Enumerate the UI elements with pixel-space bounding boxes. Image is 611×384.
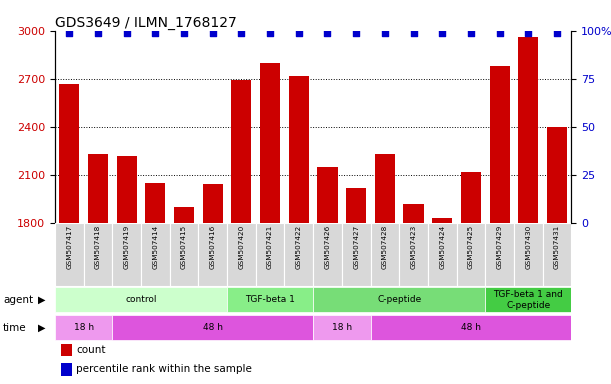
Text: control: control: [125, 295, 157, 305]
Bar: [199, 223, 227, 286]
Point: [409, 30, 419, 36]
Text: percentile rank within the sample: percentile rank within the sample: [76, 364, 252, 374]
Text: GSM507420: GSM507420: [238, 225, 244, 269]
Bar: [489, 66, 510, 223]
Bar: [256, 223, 285, 286]
Bar: [432, 218, 452, 223]
Point: [294, 30, 304, 36]
Bar: [59, 84, 79, 223]
Text: time: time: [3, 323, 27, 333]
Text: TGF-beta 1 and
C-peptide: TGF-beta 1 and C-peptide: [494, 290, 563, 310]
Text: count: count: [76, 345, 106, 355]
Text: GSM507426: GSM507426: [324, 225, 331, 269]
Text: GSM507415: GSM507415: [181, 225, 187, 269]
Bar: [88, 154, 108, 223]
Text: GSM507414: GSM507414: [152, 225, 158, 269]
Text: ▶: ▶: [38, 323, 45, 333]
Text: GSM507424: GSM507424: [439, 225, 445, 269]
Bar: [461, 172, 481, 223]
Text: GDS3649 / ILMN_1768127: GDS3649 / ILMN_1768127: [55, 16, 236, 30]
Point: [208, 30, 218, 36]
Point: [265, 30, 275, 36]
Text: GSM507428: GSM507428: [382, 225, 388, 269]
Text: agent: agent: [3, 295, 33, 305]
Bar: [141, 223, 170, 286]
Text: GSM507417: GSM507417: [67, 225, 72, 269]
Text: 18 h: 18 h: [332, 323, 352, 332]
Point: [122, 30, 131, 36]
Bar: [117, 156, 137, 223]
Point: [236, 30, 246, 36]
Bar: [485, 223, 514, 286]
Text: ▶: ▶: [38, 295, 45, 305]
Bar: [456, 223, 485, 286]
Point: [380, 30, 390, 36]
Bar: [313, 287, 485, 313]
Bar: [428, 223, 456, 286]
Point: [93, 30, 103, 36]
Text: C-peptide: C-peptide: [377, 295, 422, 305]
Text: GSM507423: GSM507423: [411, 225, 417, 269]
Point: [150, 30, 160, 36]
Bar: [174, 207, 194, 223]
Bar: [547, 127, 567, 223]
Bar: [399, 223, 428, 286]
Bar: [170, 223, 199, 286]
Bar: [375, 154, 395, 223]
Bar: [232, 80, 252, 223]
Bar: [514, 223, 543, 286]
Bar: [55, 315, 112, 340]
Text: GSM507431: GSM507431: [554, 225, 560, 269]
Text: GSM507429: GSM507429: [497, 225, 503, 269]
Bar: [260, 63, 280, 223]
Point: [437, 30, 447, 36]
Bar: [84, 223, 112, 286]
Point: [524, 30, 533, 36]
Point: [495, 30, 505, 36]
Text: GSM507419: GSM507419: [123, 225, 130, 269]
Bar: [145, 183, 166, 223]
Point: [351, 30, 361, 36]
Bar: [370, 315, 571, 340]
Bar: [289, 76, 309, 223]
Text: 18 h: 18 h: [73, 323, 93, 332]
Bar: [485, 287, 571, 313]
Text: GSM507422: GSM507422: [296, 225, 302, 269]
Text: GSM507430: GSM507430: [525, 225, 531, 269]
Text: 48 h: 48 h: [461, 323, 481, 332]
Text: 48 h: 48 h: [203, 323, 223, 332]
Point: [552, 30, 562, 36]
Bar: [285, 223, 313, 286]
Point: [64, 30, 74, 36]
Text: GSM507425: GSM507425: [468, 225, 474, 269]
Text: GSM507427: GSM507427: [353, 225, 359, 269]
Bar: [227, 223, 256, 286]
Bar: [112, 223, 141, 286]
Point: [466, 30, 476, 36]
Text: TGF-beta 1: TGF-beta 1: [245, 295, 295, 305]
Bar: [313, 223, 342, 286]
Text: GSM507416: GSM507416: [210, 225, 216, 269]
Bar: [227, 287, 313, 313]
Bar: [55, 287, 227, 313]
Bar: [346, 187, 366, 223]
Bar: [543, 223, 571, 286]
Text: GSM507421: GSM507421: [267, 225, 273, 269]
Bar: [112, 315, 313, 340]
Bar: [55, 223, 84, 286]
Bar: [203, 184, 223, 223]
Text: GSM507418: GSM507418: [95, 225, 101, 269]
Bar: [518, 37, 538, 223]
Bar: [342, 223, 370, 286]
Bar: [403, 204, 423, 223]
Bar: [313, 315, 370, 340]
Point: [179, 30, 189, 36]
Bar: [370, 223, 399, 286]
Point: [323, 30, 332, 36]
Bar: [318, 167, 337, 223]
